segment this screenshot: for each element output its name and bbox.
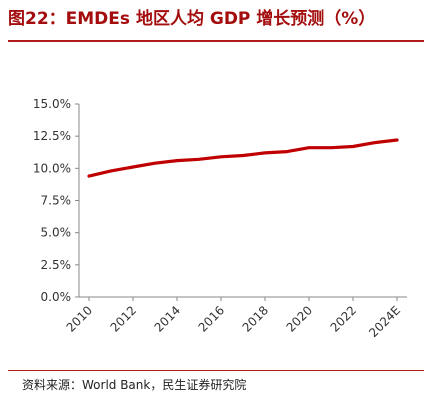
source-divider (8, 370, 424, 371)
y-axis-ticks: 0.0% 2.5% 5.0% 7.5% 10.0% 12.5% 15.0% (33, 97, 79, 304)
x-tick-label: 2016 (196, 303, 227, 334)
x-tick-label: 2020 (284, 303, 315, 334)
series-lines (87, 138, 399, 178)
y-tick-label: 2.5% (41, 258, 72, 272)
x-tick-label: 2012 (108, 303, 139, 334)
y-tick-label: 15.0% (33, 97, 71, 111)
series-line (87, 138, 399, 178)
y-tick-label: 5.0% (41, 226, 72, 240)
chart-title: 图22：EMDEs 地区人均 GDP 增长预测（%） (8, 9, 376, 29)
y-tick-label: 7.5% (41, 194, 72, 208)
y-tick-label: 0.0% (41, 290, 72, 304)
x-tick-label: 2018 (240, 303, 271, 334)
x-tick-label: 2024E (366, 303, 403, 340)
y-tick-label: 12.5% (33, 129, 71, 143)
x-axis-ticks: 2010 2012 2014 2016 2018 2020 2022 2024E (64, 297, 403, 340)
y-tick-label: 10.0% (33, 161, 71, 175)
chart-axes (78, 104, 407, 298)
source-note: 资料来源：World Bank，民生证券研究院 (22, 378, 247, 392)
x-tick-label: 2010 (64, 303, 95, 334)
x-tick-label: 2014 (152, 303, 183, 334)
title-divider (8, 40, 424, 42)
line-chart: 0.0% 2.5% 5.0% 7.5% 10.0% 12.5% 15.0% 2010 2012… (33, 97, 407, 340)
x-tick-label: 2022 (328, 303, 359, 334)
